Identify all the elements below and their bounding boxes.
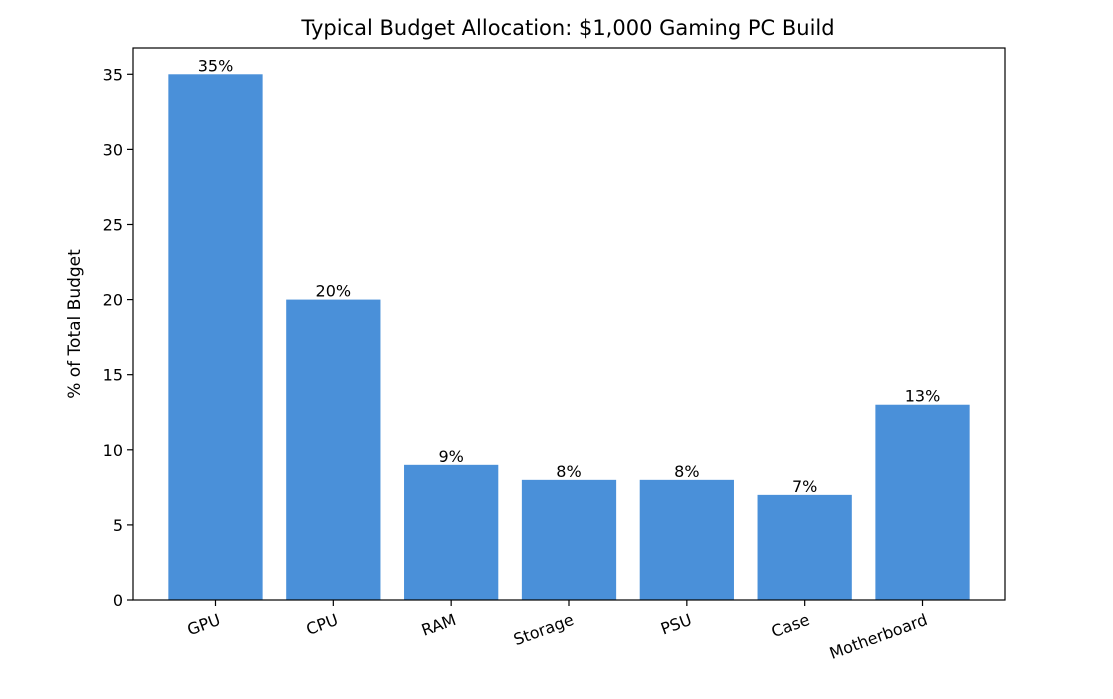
data-label-cpu: 20%	[316, 282, 352, 301]
y-tick-label: 30	[103, 140, 123, 159]
y-tick-label: 35	[103, 65, 123, 84]
data-label-ram: 9%	[438, 447, 463, 466]
y-tick-label: 10	[103, 441, 123, 460]
data-label-case: 7%	[792, 477, 817, 496]
bar-gpu	[168, 74, 263, 601]
bar-psu	[639, 479, 734, 600]
y-axis-label: % of Total Budget	[65, 249, 85, 399]
data-label-psu: 8%	[674, 462, 699, 481]
bars-group	[168, 74, 970, 601]
bar-cpu	[286, 299, 381, 600]
data-label-motherboard: 13%	[905, 387, 941, 406]
y-tick-label: 15	[103, 366, 123, 385]
y-tick-label: 20	[103, 291, 123, 310]
y-axis-ticks: 0 5 10 15 20 25 30 35	[103, 65, 133, 610]
y-tick-label: 5	[113, 516, 123, 535]
data-label-storage: 8%	[556, 462, 581, 481]
data-label-gpu: 35%	[198, 56, 234, 75]
y-tick-label: 0	[113, 591, 123, 610]
bar-case	[757, 494, 852, 600]
data-labels-group: 35% 20% 9% 8% 8% 7% 13%	[198, 56, 941, 496]
bar-storage	[521, 479, 617, 600]
bar-motherboard	[875, 404, 970, 600]
chart-title: Typical Budget Allocation: $1,000 Gaming…	[300, 16, 834, 40]
y-tick-label: 25	[103, 215, 123, 234]
bar-ram	[404, 464, 499, 600]
